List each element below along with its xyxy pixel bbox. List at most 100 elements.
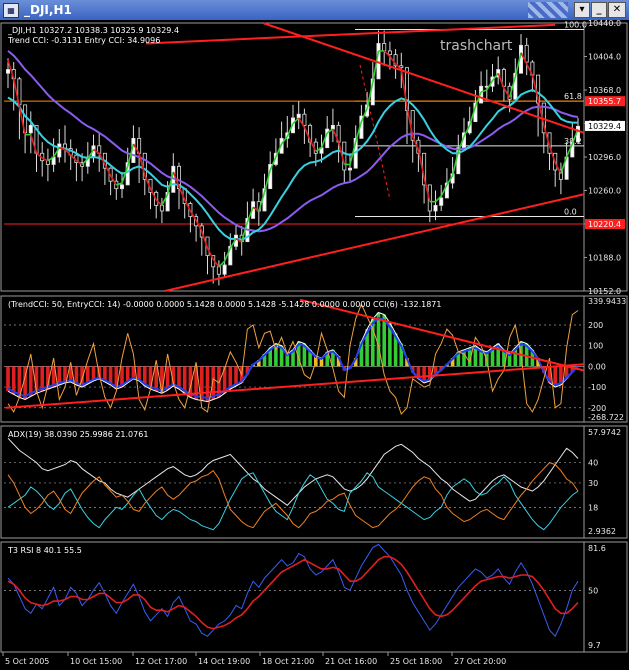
y-tick-label: 10152.0: [588, 287, 621, 296]
adx-panel: 40 30 18 ADX(19) 38.0390 25.9986 21.0761 57.…: [0, 425, 628, 539]
ma-segment: [75, 160, 83, 166]
ma-segment: [144, 175, 152, 189]
candle-body: [308, 124, 313, 143]
ma-segment: [537, 99, 545, 126]
entry-cci-line: [7, 303, 579, 415]
window-titlebar: ▦ _DJI,H1 ▾ _ ✕: [0, 0, 629, 20]
ma-segment: [508, 76, 517, 98]
candle-body: [513, 72, 518, 100]
price-label-box: [585, 120, 625, 131]
x-tick-label: 5 Oct 2005: [5, 657, 49, 666]
price-label-text: 10220.4: [588, 220, 621, 229]
ma-segment: [451, 151, 460, 176]
ma-segment: [223, 247, 232, 262]
ma-segment: [292, 117, 300, 125]
fib-level-label: 61.8: [564, 92, 582, 101]
ma-segment: [126, 143, 135, 167]
support-trendline: [164, 193, 585, 292]
ma-segment: [121, 166, 129, 184]
y-min-label: 2.9362: [588, 527, 616, 536]
ma-segment: [104, 164, 112, 176]
ma-segment: [263, 169, 271, 193]
trend-cci-line: [7, 316, 579, 400]
candle-body: [524, 44, 529, 63]
ma-segment: [98, 152, 106, 165]
ma-segment: [195, 219, 203, 232]
fib-level-label: 100.0: [564, 21, 587, 30]
ma-segment: [411, 136, 420, 150]
y-tick-label: 10296.0: [588, 153, 621, 162]
ma-segment: [383, 50, 391, 58]
ma-segment: [109, 175, 117, 186]
ma-segment: [298, 117, 306, 128]
y-tick-label: 10404.0: [588, 53, 621, 62]
ma-segment: [275, 143, 283, 158]
ma-segment: [468, 106, 477, 126]
ma-segment: [178, 186, 186, 201]
x-tick-label: 12 Oct 17:00: [135, 657, 187, 666]
y-tick-label: 10440.0: [588, 20, 621, 28]
ma-segment: [93, 148, 100, 154]
y-min-label: -268.722: [588, 413, 624, 422]
fib-anchor-dashed: [359, 64, 391, 200]
ma-segment: [7, 59, 15, 80]
ma-segment: [480, 89, 488, 93]
y-tick-label: 18: [588, 503, 598, 512]
y-tick-label: -200: [588, 404, 606, 413]
close-button[interactable]: ✕: [608, 2, 626, 18]
ma-segment: [571, 128, 579, 145]
candle-body: [387, 50, 392, 56]
ma-segment: [240, 221, 249, 242]
candle-body: [347, 167, 352, 171]
time-axis: 5 Oct 2005 10 Oct 15:00 12 Oct 17:00 14 Oct…: [2, 652, 506, 666]
ma-segment: [406, 106, 414, 137]
ma-segment: [315, 147, 322, 153]
ma-segment: [372, 50, 380, 83]
x-tick-label: 18 Oct 21:00: [262, 657, 314, 666]
ma-segment: [161, 193, 169, 206]
ma-segment: [560, 156, 568, 175]
ma-segment: [212, 258, 220, 268]
x-tick-label: 10 Oct 15:00: [70, 657, 122, 666]
candle-body: [439, 197, 444, 206]
price-label-box: [585, 96, 625, 107]
ma-segment: [18, 106, 26, 135]
top-trendline: [145, 23, 556, 45]
ma-segment: [543, 125, 551, 147]
ma-segment: [514, 52, 522, 78]
cci-upper-trendline: [299, 298, 585, 372]
window-title: _DJI,H1: [24, 3, 72, 17]
ma-segment: [269, 156, 277, 171]
ma-segment: [12, 78, 21, 107]
candle-body: [302, 113, 307, 126]
ma-segment: [280, 136, 288, 145]
ma-segment: [457, 136, 465, 152]
ma-segment: [349, 141, 357, 165]
ma-segment: [417, 149, 425, 178]
candle-body: [45, 160, 50, 165]
ma-segment: [116, 182, 123, 186]
cci-summary-header: Trend CCI: -0.3131 Entry CCI: 34.9096: [7, 36, 160, 45]
minimize-button[interactable]: _: [591, 2, 607, 18]
ma-segment: [201, 231, 209, 249]
y-tick-label: 200: [588, 321, 603, 330]
candle-body: [228, 245, 233, 266]
ma-segment: [486, 80, 494, 91]
ma-segment: [303, 126, 311, 141]
ma-segment: [497, 72, 505, 89]
ma-segment: [463, 124, 471, 137]
ma-segment: [389, 56, 397, 65]
y-tick-label: 10260.0: [588, 187, 621, 196]
dropdown-button[interactable]: ▾: [574, 2, 590, 18]
ma-segment: [491, 72, 499, 82]
y-tick-label: 50: [588, 586, 598, 595]
ma-segment: [172, 171, 180, 188]
ma-segment: [548, 145, 556, 163]
ma-segment: [400, 69, 408, 107]
candle-body: [296, 113, 301, 119]
ma-segment: [360, 108, 368, 122]
ma-segment: [87, 149, 95, 160]
candle-body: [222, 264, 227, 275]
ma-segment: [218, 260, 226, 268]
